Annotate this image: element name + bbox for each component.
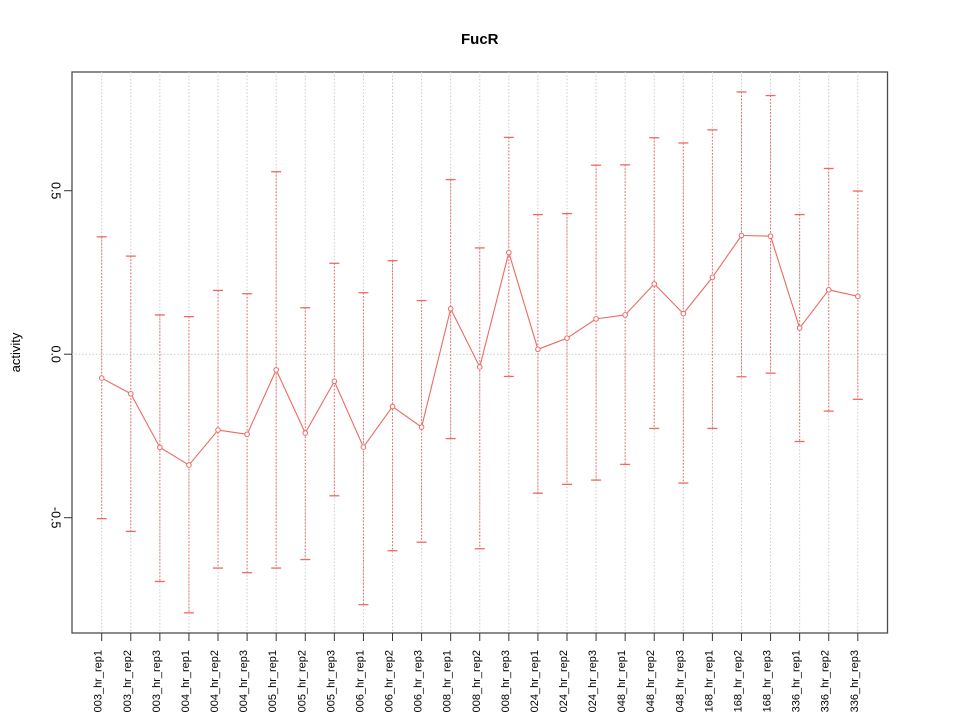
svg-text:003_hr_rep3: 003_hr_rep3 xyxy=(151,650,163,712)
svg-text:024_hr_rep1: 024_hr_rep1 xyxy=(529,650,541,712)
svg-text:006_hr_rep2: 006_hr_rep2 xyxy=(384,650,396,712)
svg-text:048_hr_rep1: 048_hr_rep1 xyxy=(616,650,628,712)
svg-text:0.0: 0.0 xyxy=(49,346,63,363)
svg-text:003_hr_rep2: 003_hr_rep2 xyxy=(122,650,134,712)
svg-text:024_hr_rep2: 024_hr_rep2 xyxy=(558,650,570,712)
svg-text:004_hr_rep3: 004_hr_rep3 xyxy=(238,650,250,712)
svg-text:006_hr_rep1: 006_hr_rep1 xyxy=(354,650,366,712)
svg-text:0.5: 0.5 xyxy=(49,182,63,199)
svg-text:168_hr_rep2: 168_hr_rep2 xyxy=(732,650,744,712)
svg-text:008_hr_rep2: 008_hr_rep2 xyxy=(471,650,483,712)
svg-text:-0.5: -0.5 xyxy=(49,507,63,529)
svg-text:048_hr_rep3: 048_hr_rep3 xyxy=(674,650,686,712)
svg-text:003_hr_rep1: 003_hr_rep1 xyxy=(93,650,105,712)
svg-text:005_hr_rep3: 005_hr_rep3 xyxy=(325,650,337,712)
svg-text:336_hr_rep2: 336_hr_rep2 xyxy=(820,650,832,712)
svg-text:activity: activity xyxy=(8,332,23,372)
svg-text:024_hr_rep3: 024_hr_rep3 xyxy=(587,650,599,712)
svg-text:168_hr_rep3: 168_hr_rep3 xyxy=(762,650,774,712)
svg-text:004_hr_rep2: 004_hr_rep2 xyxy=(209,650,221,712)
svg-text:008_hr_rep1: 008_hr_rep1 xyxy=(442,650,454,712)
svg-text:FucR: FucR xyxy=(461,31,499,48)
svg-text:168_hr_rep1: 168_hr_rep1 xyxy=(703,650,715,712)
svg-text:005_hr_rep1: 005_hr_rep1 xyxy=(267,650,279,712)
svg-text:006_hr_rep3: 006_hr_rep3 xyxy=(413,650,425,712)
svg-text:004_hr_rep1: 004_hr_rep1 xyxy=(180,650,192,712)
svg-text:005_hr_rep2: 005_hr_rep2 xyxy=(296,650,308,712)
svg-text:008_hr_rep3: 008_hr_rep3 xyxy=(500,650,512,712)
svg-text:336_hr_rep3: 336_hr_rep3 xyxy=(849,650,861,712)
svg-text:336_hr_rep1: 336_hr_rep1 xyxy=(791,650,803,712)
svg-text:048_hr_rep2: 048_hr_rep2 xyxy=(645,650,657,712)
